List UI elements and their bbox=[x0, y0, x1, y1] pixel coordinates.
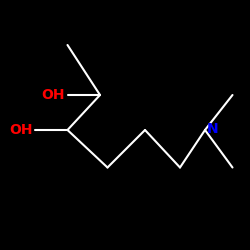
Text: OH: OH bbox=[42, 88, 65, 102]
Text: N: N bbox=[206, 122, 218, 136]
Text: OH: OH bbox=[9, 123, 32, 137]
